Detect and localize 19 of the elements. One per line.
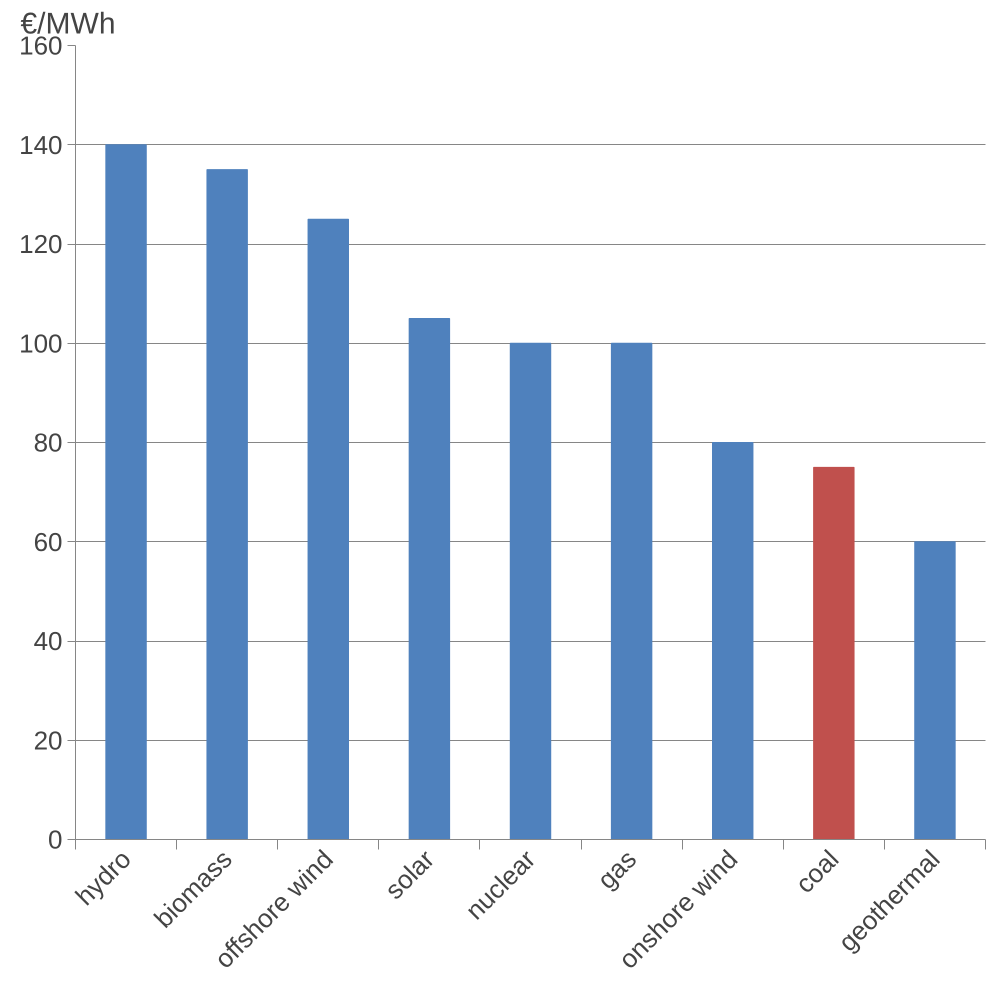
bar	[510, 342, 552, 840]
y-tick-label: 0	[48, 824, 63, 854]
y-tick-label: 40	[34, 626, 62, 656]
bar	[105, 144, 147, 840]
bar	[813, 466, 855, 840]
y-tick-label: 80	[34, 428, 62, 458]
y-tick-label: 140	[19, 130, 63, 160]
y-tick-label: 60	[34, 526, 62, 557]
bar	[206, 169, 248, 840]
bar	[914, 541, 956, 840]
y-tick-label: 120	[19, 229, 63, 259]
bar	[712, 442, 754, 840]
bar	[610, 342, 652, 840]
y-tick-label: 20	[34, 725, 62, 756]
y-tick-label: 100	[19, 328, 63, 358]
bar	[308, 218, 349, 840]
x-tick-label: gas	[591, 844, 642, 895]
bar	[408, 318, 450, 840]
x-tick-label: coal	[790, 844, 844, 899]
